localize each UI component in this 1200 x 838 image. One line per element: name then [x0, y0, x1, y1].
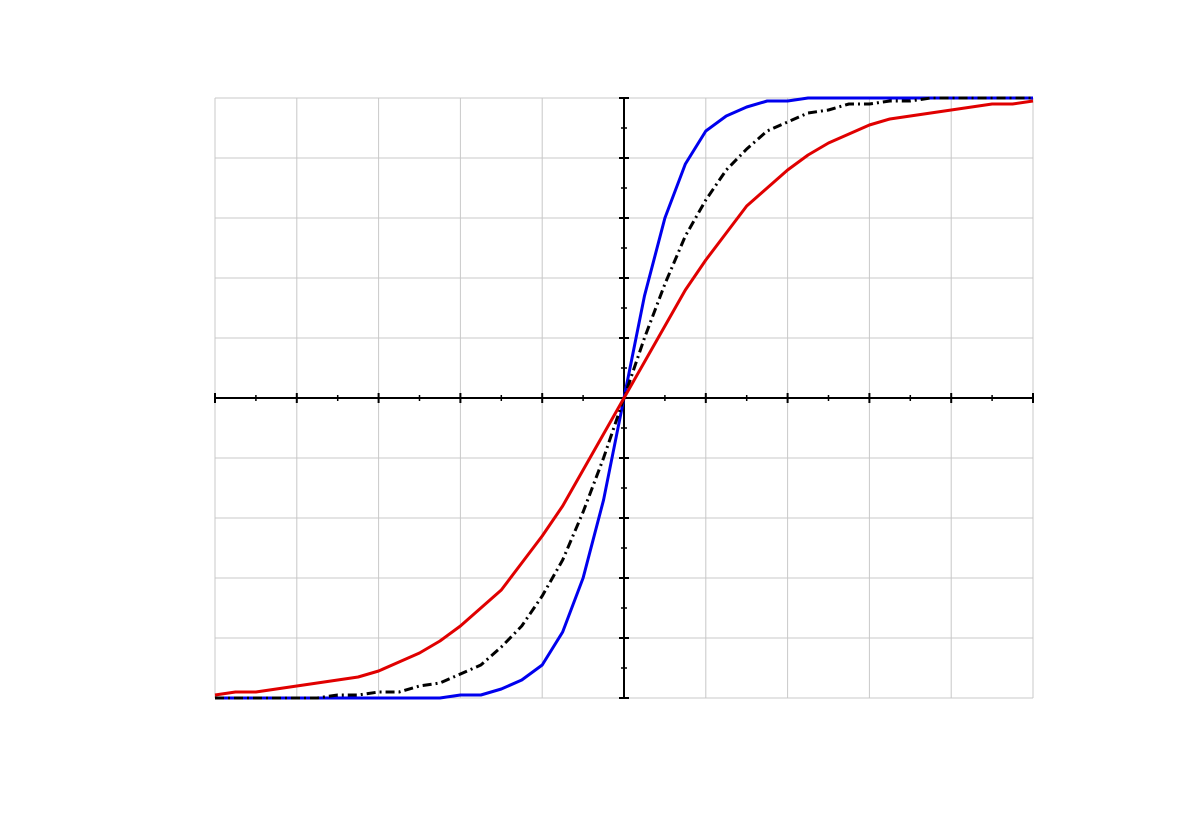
line-series [214, 99, 1034, 697]
